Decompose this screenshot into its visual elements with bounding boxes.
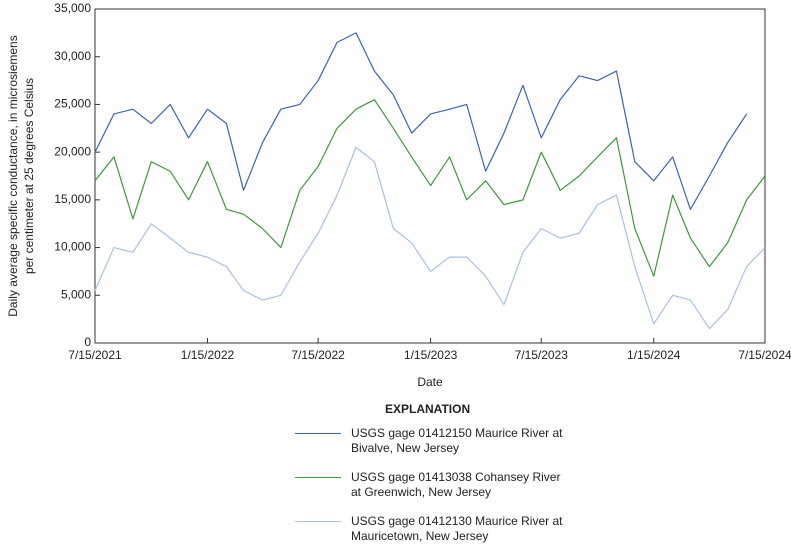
- legend: EXPLANATION USGS gage 01412150 Maurice R…: [295, 402, 595, 558]
- legend-swatch: [295, 433, 341, 434]
- plot-frame: [94, 8, 766, 344]
- y-tick-label: 30,000: [54, 49, 91, 63]
- legend-entry: USGS gage 01413038 Cohansey River at Gre…: [295, 470, 595, 500]
- series-line: [94, 146, 766, 330]
- y-axis-label-line: Daily average specific conductance, in m…: [6, 35, 20, 316]
- y-axis-label-line: per centimeter at 25 degrees Celsius: [22, 78, 36, 274]
- y-tick-label: 0: [84, 335, 91, 349]
- y-tick-label: 35,000: [54, 1, 91, 15]
- y-tick-label: 20,000: [54, 144, 91, 158]
- y-tick-label: 5,000: [61, 287, 91, 301]
- x-tick-label: 7/15/2021: [68, 348, 122, 362]
- series-line: [94, 32, 748, 210]
- x-tick-label: 1/15/2022: [181, 348, 235, 362]
- y-axis-label: Daily average specific conductance, in m…: [6, 35, 36, 316]
- series-line: [94, 99, 766, 277]
- x-tick-label: 7/15/2024: [738, 348, 791, 362]
- x-axis-label: Date: [417, 375, 443, 389]
- legend-entry: USGS gage 01412130 Maurice River at Maur…: [295, 514, 595, 544]
- legend-entry: USGS gage 01412150 Maurice River at Biva…: [295, 426, 595, 456]
- y-tick-label: 10,000: [54, 240, 91, 254]
- y-tick-label: 25,000: [54, 97, 91, 111]
- legend-label: USGS gage 01412150 Maurice River at Biva…: [351, 426, 563, 455]
- legend-title: EXPLANATION: [385, 402, 471, 416]
- legend-label: USGS gage 01412130 Maurice River at Maur…: [351, 514, 563, 543]
- x-tick-label: 1/15/2023: [404, 348, 458, 362]
- x-tick-label: 1/15/2024: [627, 348, 681, 362]
- x-tick-label: 7/15/2022: [291, 348, 345, 362]
- legend-swatch: [295, 477, 341, 478]
- legend-label: USGS gage 01413038 Cohansey River at Gre…: [351, 470, 561, 499]
- x-tick-label: 7/15/2023: [515, 348, 569, 362]
- y-tick-label: 15,000: [54, 192, 91, 206]
- legend-swatch: [295, 521, 341, 522]
